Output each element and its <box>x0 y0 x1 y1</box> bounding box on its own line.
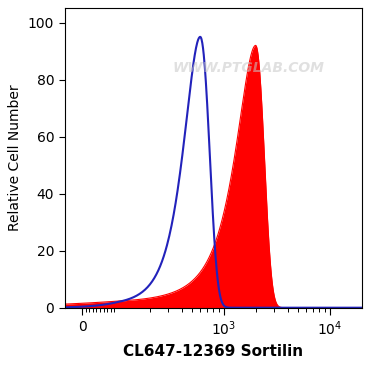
X-axis label: CL647-12369 Sortilin: CL647-12369 Sortilin <box>123 344 303 359</box>
Text: WWW.PTGLAB.COM: WWW.PTGLAB.COM <box>173 61 325 75</box>
Y-axis label: Relative Cell Number: Relative Cell Number <box>9 85 22 231</box>
